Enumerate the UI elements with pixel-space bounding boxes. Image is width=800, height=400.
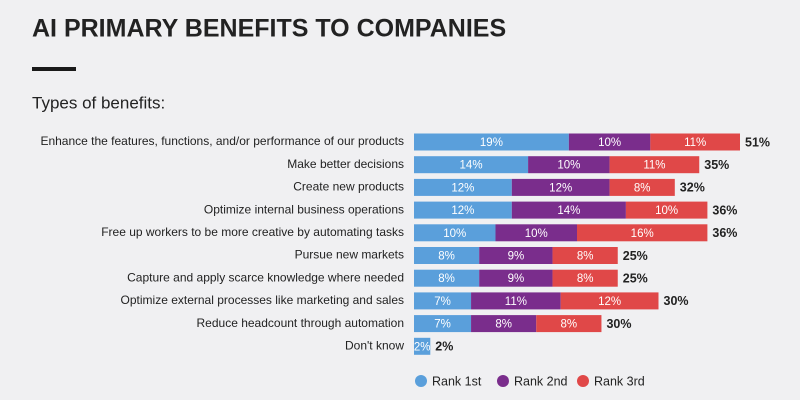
value-label: 11% — [643, 160, 665, 172]
bar-segment — [625, 201, 708, 219]
bar-segment — [552, 247, 618, 264]
category-label: Pursue new markets — [295, 248, 404, 262]
value-label: 8% — [577, 251, 594, 263]
legend-swatch — [497, 375, 509, 387]
value-label: 14% — [557, 205, 580, 217]
chart-title: AI PRIMARY BENEFITS TO COMPANIES — [32, 15, 506, 43]
bar-segment — [414, 201, 512, 219]
bar-segment — [414, 337, 431, 355]
bar-segment — [560, 292, 659, 310]
value-label: 7% — [434, 319, 451, 331]
category-label: Make better decisions — [287, 157, 404, 171]
bar-segment — [609, 178, 675, 196]
total-label: 25% — [623, 271, 648, 285]
bar-segment — [414, 315, 472, 333]
total-label: 25% — [623, 249, 648, 263]
value-label: 12% — [598, 296, 621, 308]
total-label: 36% — [712, 203, 737, 217]
total-label: 36% — [712, 226, 737, 240]
value-label: 12% — [451, 205, 474, 217]
category-label: Reduce headcount through automation — [197, 316, 405, 330]
bar-segment — [536, 315, 602, 333]
category-label: Capture and apply scarce knowledge where… — [127, 270, 404, 284]
subtitle: Types of benefits: — [32, 93, 165, 112]
category-label: Optimize internal business operations — [204, 202, 404, 216]
value-label: 10% — [525, 228, 548, 240]
value-label: 8% — [561, 319, 578, 331]
legend-label: Rank 3rd — [594, 374, 645, 388]
value-label: 11% — [505, 296, 527, 308]
value-label: 8% — [438, 251, 455, 263]
total-label: 30% — [664, 294, 689, 308]
bar-segment — [511, 201, 626, 219]
value-label: 8% — [438, 273, 455, 285]
bar-segment — [414, 269, 480, 287]
value-label: 10% — [655, 205, 678, 217]
bar-segment — [552, 269, 618, 287]
bar-segment — [577, 224, 708, 242]
value-label: 7% — [434, 296, 451, 308]
total-label: 32% — [680, 181, 705, 195]
category-label: Don't know — [345, 338, 404, 352]
legend-swatch — [415, 375, 427, 387]
value-label: 16% — [631, 228, 654, 240]
bar-segment — [414, 224, 496, 242]
value-label: 11% — [684, 137, 706, 149]
bar-segment — [414, 156, 529, 174]
category-label: Free up workers to be more creative by a… — [101, 225, 404, 239]
bar-segment — [471, 292, 561, 310]
total-label: 2% — [435, 340, 453, 354]
title-underline — [32, 67, 76, 71]
value-label: 14% — [460, 160, 483, 172]
legend-label: Rank 2nd — [514, 374, 568, 388]
value-label: 19% — [480, 137, 503, 149]
bar-segment — [568, 133, 651, 151]
total-label: 35% — [704, 158, 729, 172]
value-label: 2% — [414, 341, 431, 353]
category-label: Create new products — [293, 180, 404, 194]
value-label: 10% — [443, 228, 466, 240]
legend-label: Rank 1st — [432, 374, 482, 388]
value-label: 9% — [508, 251, 525, 263]
legend-swatch — [577, 375, 589, 387]
total-label: 30% — [606, 317, 631, 331]
bar-segment — [414, 133, 569, 151]
bar-segment — [414, 178, 512, 196]
value-label: 12% — [549, 182, 572, 194]
bar-segment — [609, 156, 700, 174]
bar-segment — [414, 247, 480, 264]
bar-segment — [495, 224, 577, 242]
bar-segment — [479, 269, 553, 287]
category-label: Enhance the features, functions, and/or … — [40, 134, 404, 148]
value-label: 9% — [508, 273, 525, 285]
value-label: 8% — [495, 319, 512, 331]
value-label: 8% — [634, 182, 651, 194]
bar-segment — [528, 156, 610, 174]
category-label: Optimize external processes like marketi… — [121, 293, 404, 307]
bar-segment — [511, 178, 610, 196]
total-label: 51% — [745, 135, 770, 149]
bar-segment — [479, 247, 553, 264]
bar-segment — [471, 315, 537, 333]
value-label: 12% — [451, 182, 474, 194]
value-label: 10% — [557, 160, 580, 172]
bar-segment — [414, 292, 472, 310]
bar-segment — [650, 133, 740, 151]
value-label: 8% — [577, 273, 594, 285]
value-label: 10% — [598, 137, 621, 149]
